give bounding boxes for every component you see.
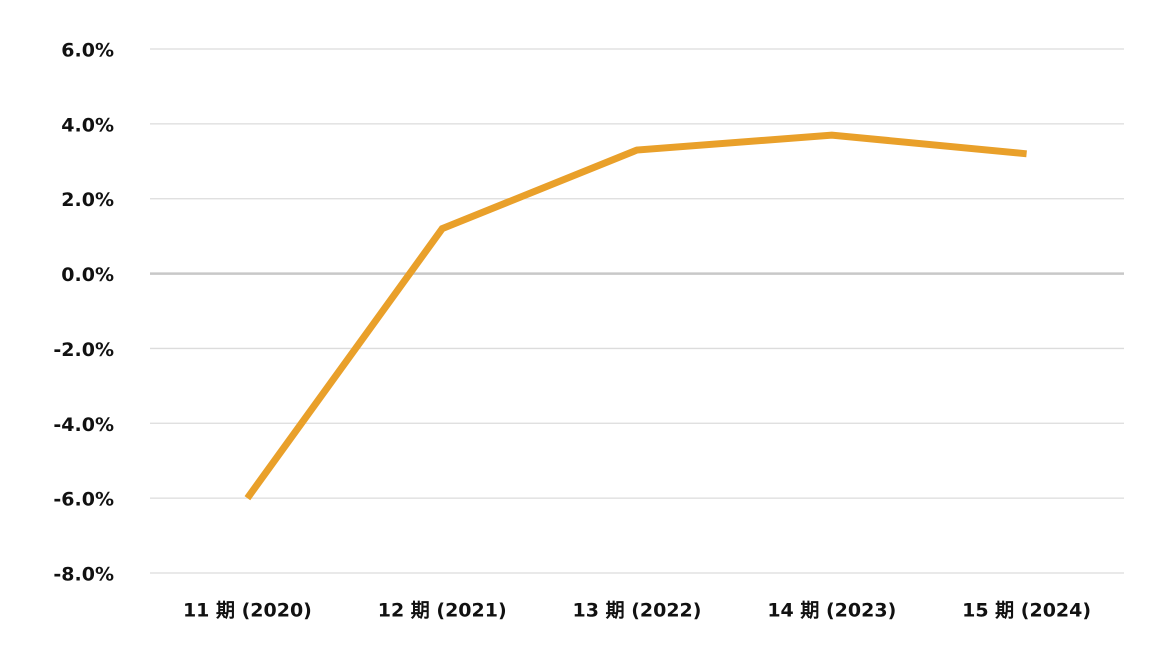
x-tick-label: 14 期 (2023) (767, 600, 896, 622)
y-tick-label: 6.0% (61, 40, 114, 62)
y-tick-label: 2.0% (61, 189, 114, 211)
x-tick-label: 13 期 (2022) (573, 600, 702, 622)
x-tick-label: 11 期 (2020) (183, 600, 312, 622)
data-line (244, 131, 1027, 501)
y-tick-label: -8.0% (53, 564, 114, 586)
y-tick-label: -6.0% (53, 489, 114, 511)
y-tick-label: 4.0% (61, 114, 114, 136)
y-tick-label: -4.0% (53, 414, 114, 436)
y-tick-label: 0.0% (61, 264, 114, 286)
x-tick-label: 15 期 (2024) (962, 600, 1091, 622)
x-tick-label: 12 期 (2021) (378, 600, 507, 622)
y-tick-label: -2.0% (53, 339, 114, 361)
